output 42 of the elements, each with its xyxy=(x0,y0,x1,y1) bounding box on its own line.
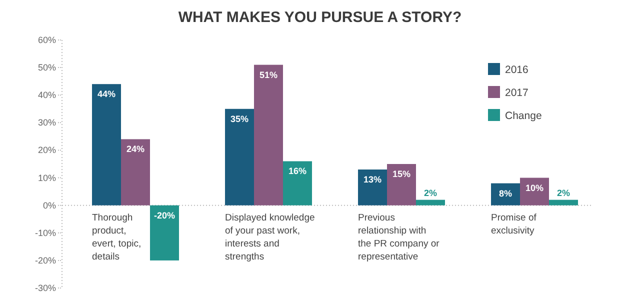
bar xyxy=(150,205,179,260)
bar xyxy=(416,200,445,206)
bar xyxy=(121,139,150,206)
bar xyxy=(225,108,254,206)
y-tick-label: 30% xyxy=(38,118,56,128)
bar xyxy=(549,200,578,206)
y-tick-label: 60% xyxy=(38,35,56,45)
bar xyxy=(254,64,283,206)
y-tick-label: 50% xyxy=(38,62,56,73)
data-label: 8% xyxy=(498,188,512,198)
bar xyxy=(92,84,121,206)
y-tick-label: -10% xyxy=(34,228,56,238)
data-label: 2% xyxy=(556,188,570,198)
y-tick-label: 20% xyxy=(38,145,56,156)
data-label: -20% xyxy=(154,210,176,220)
data-label: 15% xyxy=(392,169,411,179)
y-tick-label: 0% xyxy=(42,200,56,210)
y-tick-label: -30% xyxy=(34,283,56,293)
legend-label: 2017 xyxy=(505,87,529,99)
x-tick-label: Displayed knowledge of your past work, interests and strengths xyxy=(225,212,315,262)
data-label: 2% xyxy=(424,188,438,198)
data-label: 44% xyxy=(97,89,116,100)
x-tick-label: Thorough product, evert, topic, details xyxy=(92,212,142,262)
data-label: 13% xyxy=(363,174,382,185)
legend-label: Change xyxy=(505,110,542,122)
bar xyxy=(491,183,520,206)
chart-title: WHAT MAKES YOU PURSUE A STORY? xyxy=(178,9,462,26)
y-tick-label: -20% xyxy=(34,255,56,266)
data-label: 51% xyxy=(259,70,278,80)
data-label: 10% xyxy=(525,182,544,193)
y-tick-label: 10% xyxy=(38,172,56,183)
legend-label: 2016 xyxy=(505,64,529,76)
bar xyxy=(358,170,387,206)
data-label: 35% xyxy=(230,114,249,124)
data-label: 24% xyxy=(126,144,145,154)
x-tick-label: Promise of exclusivity xyxy=(491,212,537,236)
y-tick-label: 40% xyxy=(38,90,56,100)
bar xyxy=(387,164,416,206)
x-tick-label: Previous relationship with the PR company or representative xyxy=(358,212,440,262)
bar xyxy=(520,178,549,206)
data-label: 16% xyxy=(288,166,307,176)
bar xyxy=(283,161,312,206)
